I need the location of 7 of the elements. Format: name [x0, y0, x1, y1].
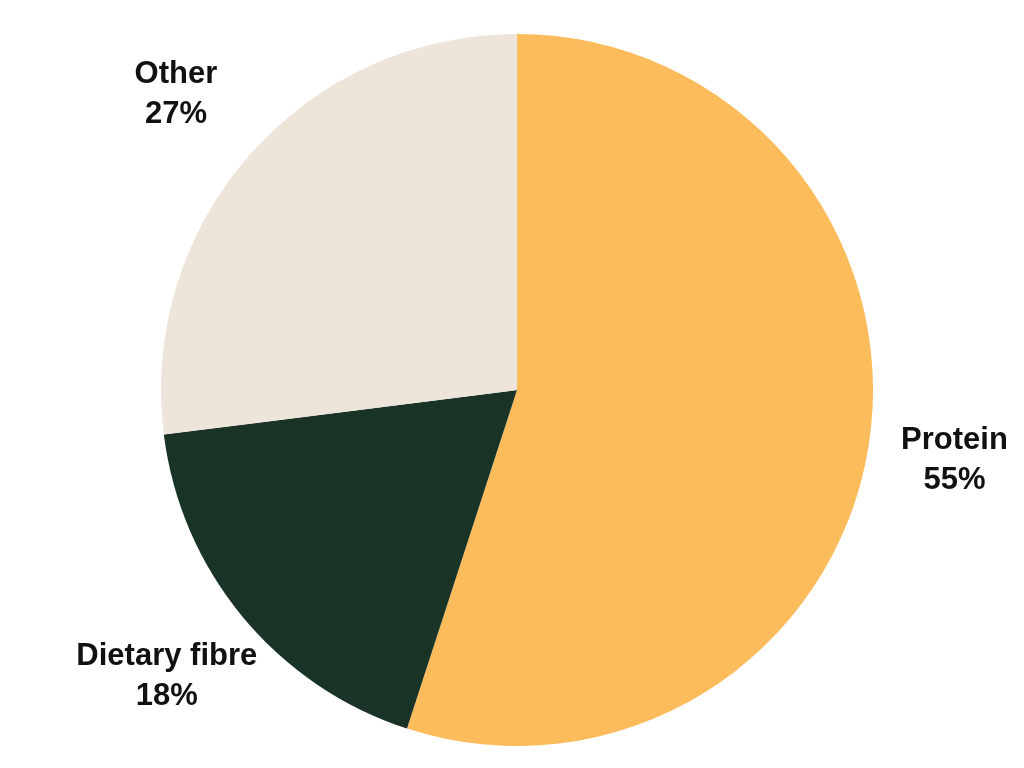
data-label: 55% [923, 461, 986, 497]
data-label: 27% [144, 94, 207, 130]
slice-label: Dietary fibre [76, 636, 258, 672]
data-label: 18% [135, 676, 198, 712]
slice-label: Protein [901, 421, 1008, 457]
pie-slice [406, 34, 873, 746]
slice-label: Other [134, 54, 218, 90]
